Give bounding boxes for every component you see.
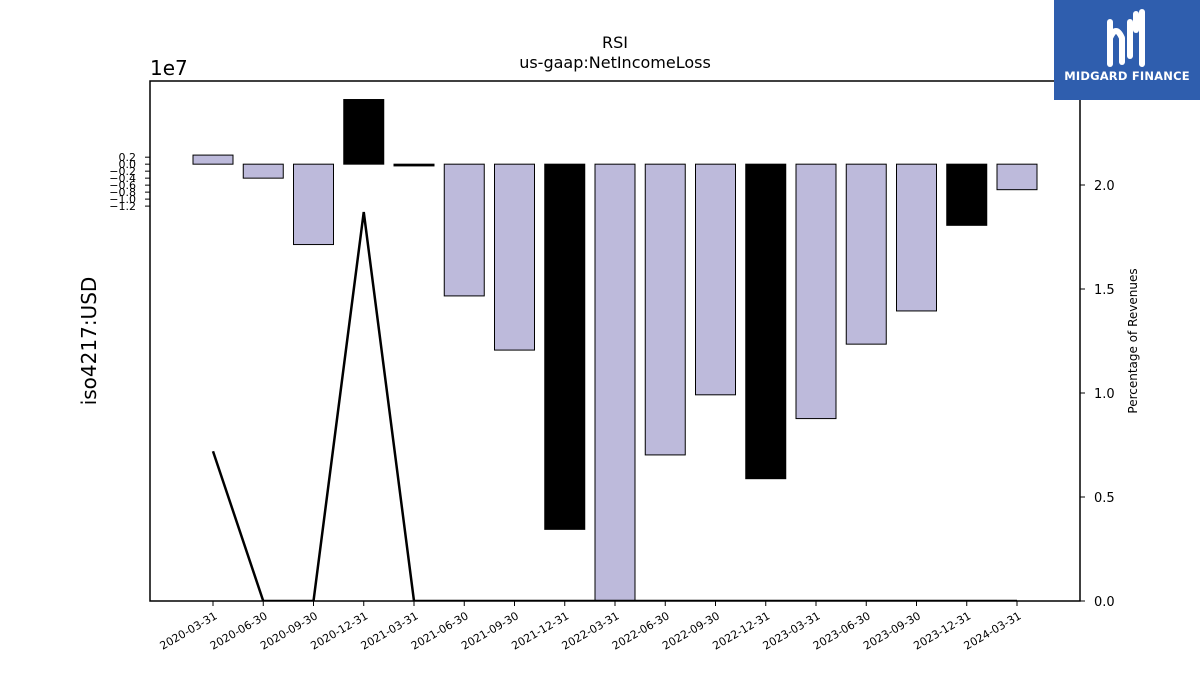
bar-2021-09-30	[494, 163, 535, 351]
bar-2021-06-30	[443, 163, 485, 297]
x-axis-ticks: 2020-03-312020-06-302020-09-302020-12-31…	[158, 601, 1024, 653]
line-group	[211, 211, 1017, 601]
y2-tick-label: 1.5	[1094, 283, 1115, 298]
plot-frame	[149, 80, 1081, 602]
bar-2022-12-31	[745, 163, 787, 480]
y2-axis-ticks: 0.0 0.5 1.0 1.5 2.0	[1080, 179, 1115, 610]
y-axis-label: iso4217:USD	[77, 277, 101, 406]
bar-2023-09-30	[896, 163, 937, 312]
bar-2022-09-30	[695, 163, 736, 396]
y-tick-label: −0.6	[109, 179, 136, 192]
chart-subtitle: us-gaap:NetIncomeLoss	[519, 53, 711, 72]
logo-mark-icon	[1107, 9, 1145, 67]
x-tick-label: 2024-03-31	[962, 609, 1024, 652]
y-tick-label: −1.0	[109, 193, 136, 206]
y2-tick-label: 0.0	[1094, 595, 1115, 610]
bar-2024-03-31	[996, 163, 1038, 191]
chart-title: RSI	[602, 33, 628, 52]
y2-tick-label: 0.5	[1094, 491, 1115, 506]
logo-text: MIDGARD FINANCE	[1064, 69, 1190, 83]
bar-2022-03-31	[594, 163, 636, 602]
midgard-finance-logo: MIDGARD FINANCE	[1054, 0, 1200, 100]
y-tick-label: 0.0	[119, 158, 137, 171]
bar-2020-09-30	[293, 163, 334, 246]
bar-2021-12-31	[544, 163, 586, 530]
y-tick-label: −0.8	[109, 186, 136, 199]
bar-2020-06-30	[242, 163, 284, 179]
y2-tick-label: 1.0	[1094, 387, 1115, 402]
y2-tick-label: 2.0	[1094, 179, 1115, 194]
y2-axis-label: Percentage of Revenues	[1126, 268, 1140, 413]
y-axis-ticks: 0.20.0−0.2−0.4−0.6−0.8−1.0−1.2	[109, 151, 150, 213]
bar-2023-06-30	[845, 163, 887, 345]
y-tick-label: −1.2	[109, 200, 136, 213]
bar-2020-12-31	[343, 99, 385, 165]
bar-2022-06-30	[644, 163, 686, 456]
percentage-of-revenues-line	[211, 211, 1017, 601]
bar-2023-03-31	[795, 163, 837, 420]
y-tick-label: 0.2	[119, 151, 137, 164]
y-tick-label: −0.4	[109, 172, 136, 185]
bar-2023-12-31	[946, 163, 988, 226]
bar-2020-03-31	[192, 154, 234, 165]
bar-2021-03-31	[393, 163, 435, 167]
bars-group	[192, 99, 1038, 602]
y-tick-label: −0.2	[109, 165, 136, 178]
y-offset-label: 1e7	[150, 56, 188, 80]
